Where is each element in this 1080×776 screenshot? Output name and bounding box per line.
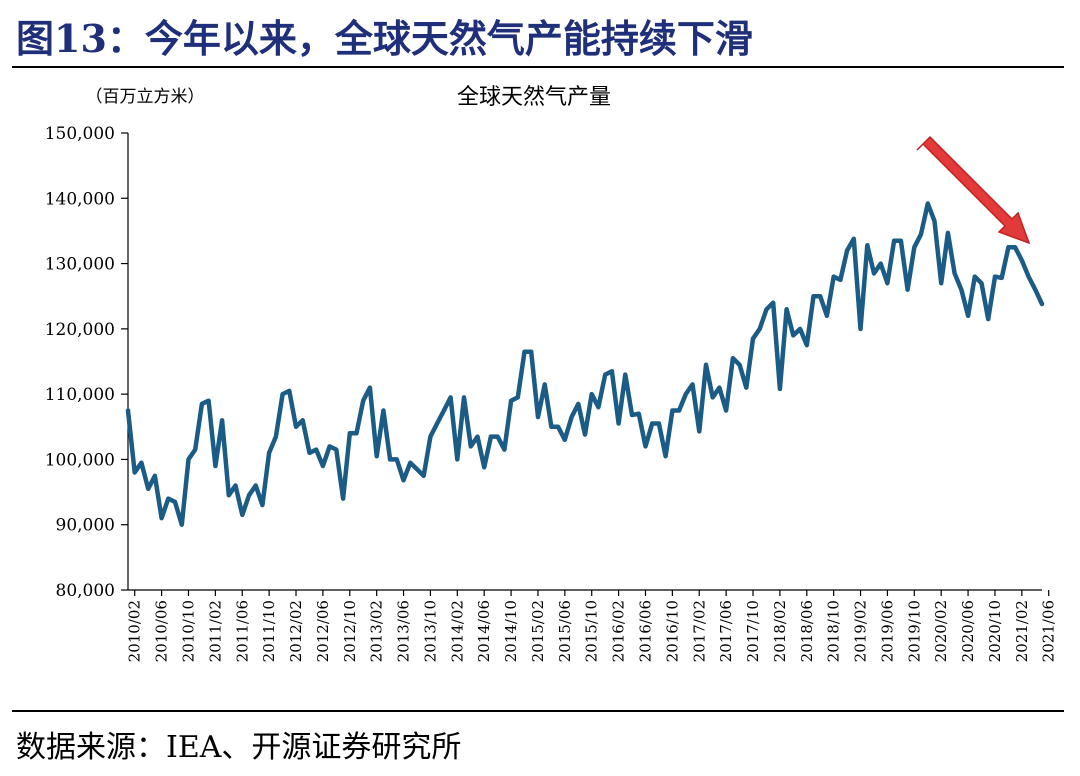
x-tick-label: 2017/02 <box>690 600 708 662</box>
x-axis: 2010/02 2010/06 2010/10 2011/02 2011/06 2011/… <box>126 590 1058 662</box>
x-tick-label: 2019/06 <box>878 600 896 662</box>
x-tick-label: 2021/02 <box>1013 600 1031 662</box>
x-tick-label: 2012/06 <box>314 600 332 662</box>
y-tick-label: 100,000 <box>45 450 115 470</box>
y-tick-label: 120,000 <box>45 320 115 340</box>
source-note: 数据来源：IEA、开源证券研究所 <box>16 730 462 765</box>
x-tick-label: 2010/02 <box>126 600 144 662</box>
y-tick-label: 110,000 <box>45 385 115 405</box>
x-tick-label: 2018/06 <box>798 600 816 662</box>
x-tick-label: 2014/02 <box>448 600 466 662</box>
x-tick-label: 2015/02 <box>529 600 547 662</box>
x-tick-label: 2011/10 <box>260 600 278 662</box>
x-tick-label: 2015/06 <box>556 600 574 662</box>
x-tick-label: 2014/10 <box>502 600 520 662</box>
x-tick-label: 2019/02 <box>852 600 870 662</box>
y-axis: 80,000 90,000 100,000 110,000 120,000 130,000… <box>45 124 128 601</box>
x-tick-label: 2016/06 <box>636 600 654 662</box>
x-tick-label: 2017/06 <box>717 600 735 662</box>
x-tick-label: 2012/10 <box>341 600 359 662</box>
x-tick-label: 2018/10 <box>825 600 843 662</box>
y-tick-label: 80,000 <box>56 581 115 601</box>
chart: （百万立方米） 全球天然气产量 80,000 90,000 100,000 110,0… <box>45 85 1058 662</box>
x-tick-label: 2015/10 <box>583 600 601 662</box>
x-tick-label: 2018/02 <box>771 600 789 662</box>
y-tick-label: 150,000 <box>45 124 115 144</box>
x-tick-label: 2016/10 <box>663 600 681 662</box>
x-tick-label: 2010/06 <box>153 600 171 662</box>
x-tick-label: 2013/10 <box>421 600 439 662</box>
x-tick-label: 2014/06 <box>475 600 493 662</box>
annotation-arrow <box>916 135 1031 245</box>
x-tick-label: 2020/10 <box>986 600 1004 662</box>
y-tick-label: 90,000 <box>56 516 115 536</box>
figure-title: 图13：今年以来，全球天然气产能持续下滑 <box>16 16 753 61</box>
x-tick-label: 2010/10 <box>179 600 197 662</box>
x-tick-label: 2011/06 <box>233 600 251 662</box>
x-tick-label: 2019/10 <box>905 600 923 662</box>
y-tick-label: 140,000 <box>45 189 115 209</box>
series-line <box>125 201 1045 527</box>
x-tick-label: 2013/02 <box>368 600 386 662</box>
y-tick-label: 130,000 <box>45 255 115 275</box>
chart-title: 全球天然气产量 <box>457 85 611 110</box>
y-unit-label: （百万立方米） <box>86 87 205 107</box>
x-tick-label: 2013/06 <box>395 600 413 662</box>
x-tick-label: 2016/02 <box>610 600 628 662</box>
x-tick-label: 2021/06 <box>1040 600 1058 662</box>
x-tick-label: 2011/02 <box>206 600 224 662</box>
bottom-rule <box>12 710 1064 712</box>
x-tick-label: 2017/10 <box>744 600 762 662</box>
x-tick-label: 2020/06 <box>959 600 977 662</box>
top-rule <box>12 66 1064 68</box>
x-tick-label: 2020/02 <box>932 600 950 662</box>
x-tick-label: 2012/02 <box>287 600 305 662</box>
